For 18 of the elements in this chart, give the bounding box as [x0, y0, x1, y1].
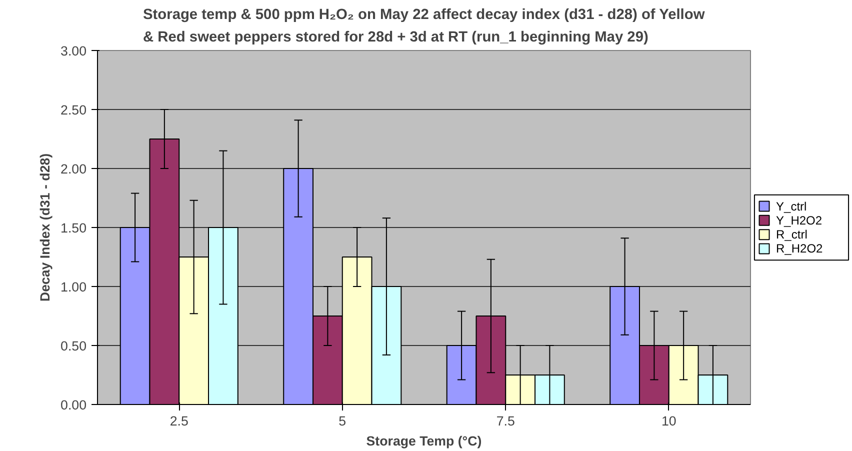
y-tick-label: 2.50 — [60, 102, 87, 118]
legend-label: R_H2O2 — [776, 242, 824, 256]
chart-title: Storage temp & 500 ppm H₂O₂ on May 22 affect decay index (d31 - d28) of Yellow & Red sweet peppers stored for 28d + 3d at RT (run_1 beginning May 29) — [143, 7, 706, 46]
y-tick-label: 0.00 — [60, 398, 87, 412]
x-tick-label: 2.5 — [170, 414, 188, 428]
y-axis-title: Decay Index (d31 - d28) — [38, 153, 53, 302]
x-tick-label: 10 — [661, 414, 676, 428]
y-tick-label: 1.00 — [60, 280, 87, 294]
legend-label: Y_H2O2 — [776, 213, 822, 228]
y-tick-label: 2.00 — [60, 162, 87, 176]
x-axis-title: Storage Temp (°C) — [366, 434, 482, 448]
x-tick-label: 5 — [338, 414, 346, 428]
y-tick-label: 3.00 — [60, 44, 87, 58]
y-tick-label: 0.50 — [60, 338, 87, 354]
legend-label: Y_ctrl — [776, 199, 807, 214]
y-tick-label: 1.50 — [60, 220, 87, 236]
x-tick-label: 7.5 — [496, 414, 515, 428]
legend-label: R_ctrl — [776, 228, 808, 242]
